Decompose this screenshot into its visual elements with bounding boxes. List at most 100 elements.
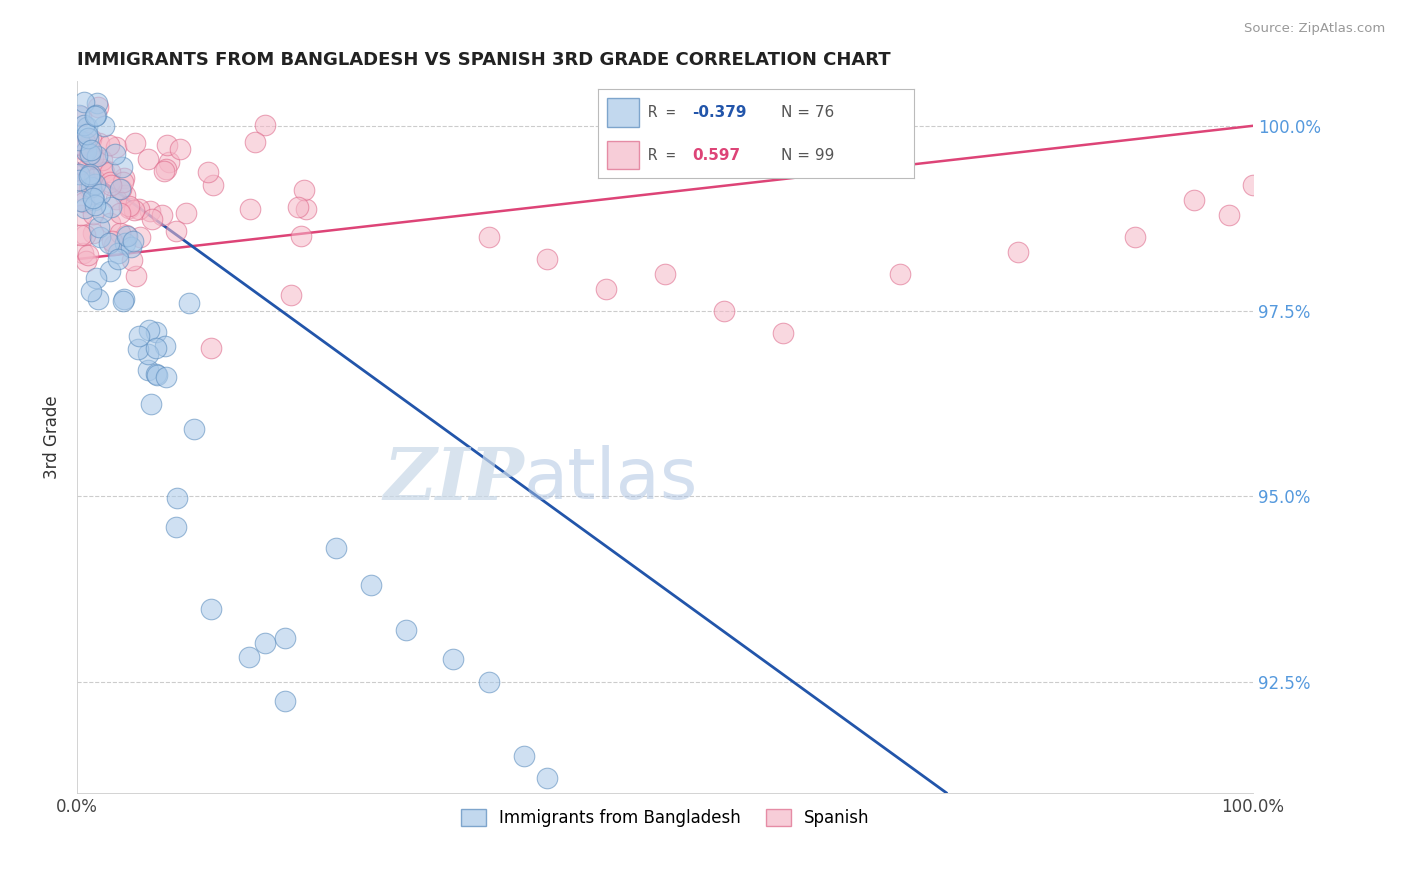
Point xyxy=(127,342,149,356)
Point xyxy=(254,118,277,132)
Point xyxy=(165,224,187,238)
Point xyxy=(100,234,122,248)
Point xyxy=(100,178,122,192)
Point xyxy=(121,253,143,268)
Point xyxy=(83,194,105,208)
Point xyxy=(87,136,110,150)
Point xyxy=(136,152,159,166)
Point xyxy=(145,367,167,381)
Point xyxy=(97,235,120,250)
Point xyxy=(75,136,97,150)
Point xyxy=(90,153,112,167)
Text: R =: R = xyxy=(648,148,685,162)
Point xyxy=(165,520,187,534)
Point xyxy=(166,491,188,506)
Point xyxy=(118,201,141,215)
Point xyxy=(69,183,91,197)
Point xyxy=(201,178,224,192)
Point xyxy=(713,304,735,318)
Text: R =: R = xyxy=(648,105,685,120)
Point xyxy=(287,200,309,214)
Point xyxy=(536,771,558,785)
Point xyxy=(155,162,177,177)
Point xyxy=(360,578,382,592)
Point xyxy=(80,284,103,298)
Point xyxy=(280,288,302,302)
Point xyxy=(108,206,131,220)
Point xyxy=(91,205,114,219)
Point xyxy=(245,135,267,149)
Point xyxy=(83,109,105,123)
Point xyxy=(100,200,122,214)
Point xyxy=(128,229,150,244)
Point xyxy=(98,216,121,230)
Point xyxy=(138,323,160,337)
Point xyxy=(89,187,111,202)
Y-axis label: 3rd Grade: 3rd Grade xyxy=(44,395,60,479)
Text: Source: ZipAtlas.com: Source: ZipAtlas.com xyxy=(1244,22,1385,36)
Point xyxy=(76,162,98,177)
Point xyxy=(274,631,297,645)
Point xyxy=(115,228,138,243)
Point xyxy=(75,253,97,268)
Point xyxy=(114,235,136,250)
Point xyxy=(478,674,501,689)
Point xyxy=(73,195,96,210)
Point xyxy=(93,165,115,179)
Point xyxy=(98,264,121,278)
Point xyxy=(77,180,100,194)
Point xyxy=(87,219,110,234)
Point xyxy=(70,143,93,157)
Point xyxy=(183,422,205,436)
Point xyxy=(1182,193,1205,207)
Point xyxy=(84,153,107,167)
Point xyxy=(91,162,114,177)
Point xyxy=(124,136,146,150)
Point xyxy=(86,292,108,306)
Point xyxy=(76,127,98,141)
Point xyxy=(83,177,105,191)
Point xyxy=(169,142,191,156)
Point xyxy=(84,198,107,212)
Point xyxy=(1007,244,1029,259)
Point xyxy=(82,207,104,221)
Text: atlas: atlas xyxy=(524,445,699,514)
Point xyxy=(145,325,167,339)
Point xyxy=(98,138,121,153)
Text: N = 99: N = 99 xyxy=(782,148,834,162)
Point xyxy=(83,186,105,201)
Text: ZIP: ZIP xyxy=(382,444,524,516)
Point xyxy=(239,202,262,216)
Point xyxy=(141,212,163,227)
Point xyxy=(238,649,260,664)
Point xyxy=(103,238,125,252)
Point xyxy=(69,109,91,123)
Point xyxy=(82,150,104,164)
Point xyxy=(69,227,91,242)
Point xyxy=(89,230,111,244)
Point xyxy=(86,149,108,163)
Point xyxy=(292,183,315,197)
Point xyxy=(69,167,91,181)
Point xyxy=(112,292,135,306)
Point xyxy=(115,228,138,243)
Point xyxy=(157,154,180,169)
Point xyxy=(274,694,297,708)
Point xyxy=(395,623,418,637)
Point xyxy=(595,282,617,296)
Point xyxy=(93,119,115,133)
Point xyxy=(772,326,794,341)
Point xyxy=(110,160,132,174)
Point xyxy=(72,246,94,260)
Text: IMMIGRANTS FROM BANGLADESH VS SPANISH 3RD GRADE CORRELATION CHART: IMMIGRANTS FROM BANGLADESH VS SPANISH 3R… xyxy=(77,51,891,69)
Point xyxy=(69,108,91,122)
Point xyxy=(294,202,316,216)
Text: N = 76: N = 76 xyxy=(782,105,834,120)
Point xyxy=(152,164,174,178)
Bar xyxy=(607,98,638,127)
Point xyxy=(86,96,108,111)
Point xyxy=(654,267,676,281)
Point xyxy=(122,234,145,248)
Point xyxy=(112,293,135,308)
Point xyxy=(141,397,163,411)
